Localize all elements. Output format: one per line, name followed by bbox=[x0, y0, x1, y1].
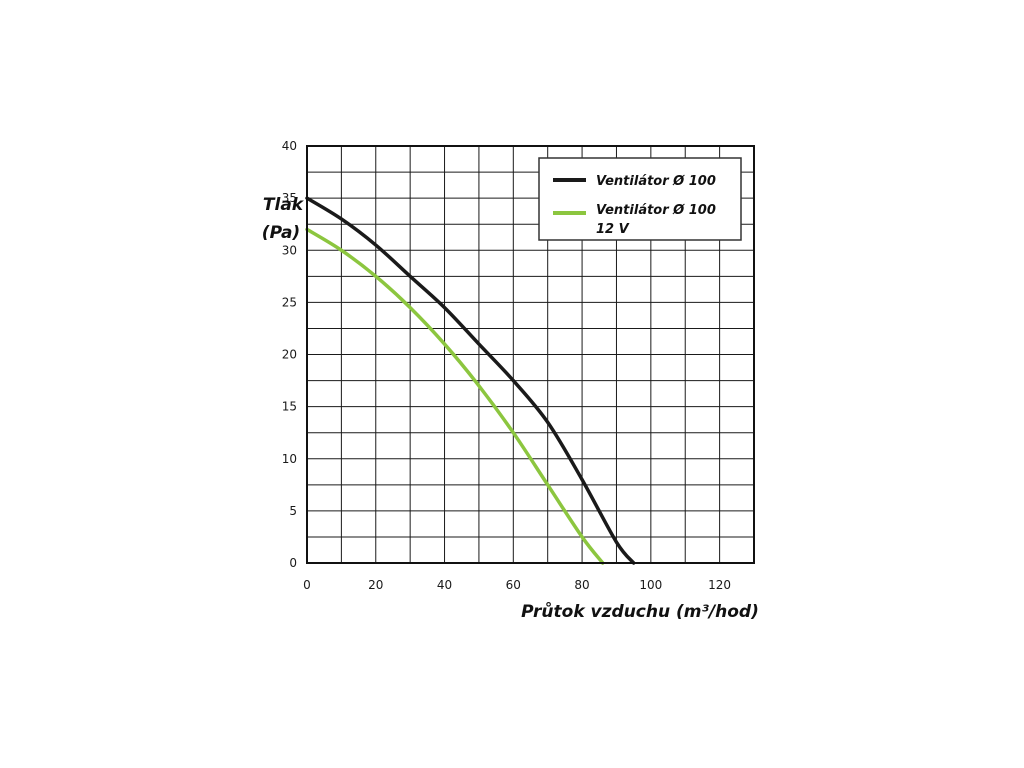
y-tick-label: 5 bbox=[289, 504, 297, 518]
legend: Ventilátor Ø 100 Ventilátor Ø 100 12 V bbox=[538, 157, 742, 241]
legend-label-ventilator: Ventilátor Ø 100 bbox=[596, 174, 716, 189]
x-tick-label: 60 bbox=[506, 578, 521, 592]
y-tick-label: 35 bbox=[282, 191, 297, 205]
x-tick-label: 40 bbox=[437, 578, 452, 592]
series-line-ventilator bbox=[305, 196, 636, 565]
legend-box bbox=[538, 157, 742, 241]
x-tick-label: 120 bbox=[708, 578, 731, 592]
y-axis-unit: (Pa) bbox=[262, 223, 300, 243]
x-tick-label: 0 bbox=[303, 578, 311, 592]
y-axis-title: Tlak bbox=[263, 195, 305, 215]
y-tick-label: 25 bbox=[282, 295, 297, 309]
legend-label-ventilator-12v-line2: 12 V bbox=[596, 222, 630, 237]
y-tick-label: 30 bbox=[282, 243, 297, 257]
series-layer bbox=[305, 196, 636, 565]
y-tick-label: 40 bbox=[282, 139, 297, 153]
y-tick-label: 0 bbox=[289, 556, 297, 570]
x-tick-label: 100 bbox=[639, 578, 662, 592]
x-tick-label: 80 bbox=[574, 578, 589, 592]
y-tick-label: 15 bbox=[282, 400, 297, 414]
plot-frame bbox=[306, 145, 755, 564]
tick-labels: 0 20 40 60 80 100 120 0 5 10 15 20 25 30 35 40 bbox=[282, 139, 731, 592]
series-line-ventilator-12v bbox=[305, 227, 605, 565]
x-tick-label: 20 bbox=[368, 578, 383, 592]
y-tick-label: 10 bbox=[282, 452, 297, 466]
x-axis-title: Průtok vzduchu (m³/hod) bbox=[521, 601, 759, 622]
legend-label-ventilator-12v: Ventilátor Ø 100 bbox=[596, 203, 716, 218]
y-tick-label: 20 bbox=[282, 348, 297, 362]
